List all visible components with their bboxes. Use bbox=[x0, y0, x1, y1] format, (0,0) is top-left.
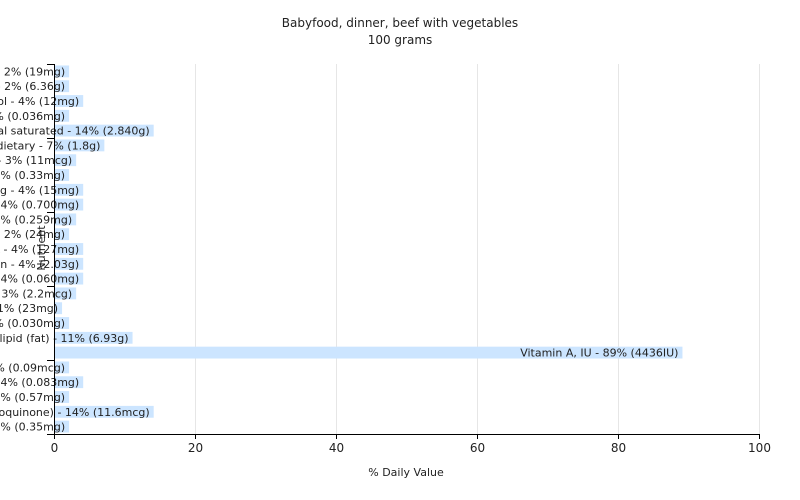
bar bbox=[55, 243, 84, 255]
bar-label: Vitamin A, IU - 89% (4436IU) bbox=[520, 347, 678, 360]
x-axis-label: % Daily Value bbox=[368, 466, 444, 479]
bar bbox=[55, 361, 70, 374]
axes-group: 0 20 40 60 80 100 bbox=[47, 64, 771, 455]
bar-label: Pantothenic acid - 3% (0.259mg) bbox=[0, 213, 72, 226]
bar-label: Fatty acids, total saturated - 14% (2.84… bbox=[0, 125, 150, 138]
grid-lines bbox=[195, 64, 760, 434]
bar-label: Cholesterol - 4% (12mg) bbox=[0, 95, 79, 108]
bar-label: Vitamin B-12 - 2% (0.09mcg) bbox=[0, 361, 65, 374]
bar bbox=[55, 154, 77, 167]
bar-label: Selenium, Se - 3% (2.2mcg) bbox=[0, 287, 72, 300]
bar-label: Magnesium, Mg - 4% (15mg) bbox=[0, 184, 79, 197]
bar-label: Iron, Fe - 2% (0.33mg) bbox=[0, 169, 65, 182]
bar bbox=[55, 420, 70, 433]
bar-label: Copper, Cu - 2% (0.036mg) bbox=[0, 110, 65, 123]
bar-label: Niacin - 4% (0.700mg) bbox=[0, 199, 79, 212]
bar-label: Vitamin E (alpha-tocopherol) - 2% (0.57m… bbox=[0, 391, 65, 404]
bar-label: Protein - 4% (2.03g) bbox=[0, 258, 79, 271]
bar bbox=[55, 287, 77, 300]
x-tick-label: 100 bbox=[748, 441, 771, 455]
bar-label: Phosphorus, P - 2% (24mg) bbox=[0, 228, 65, 241]
bar-label: Total lipid (fat) - 11% (6.93g) bbox=[0, 332, 129, 345]
bar bbox=[55, 95, 84, 107]
bar bbox=[55, 124, 154, 137]
bar-label: Carbohydrates - 2% (6.36g) bbox=[0, 80, 65, 93]
bar bbox=[55, 65, 70, 78]
x-tick-label: 0 bbox=[51, 441, 59, 455]
bar bbox=[55, 376, 84, 389]
bar-label: Potassium, K - 4% (127mg) bbox=[0, 243, 79, 256]
x-tick-label: 20 bbox=[188, 441, 203, 455]
bar bbox=[55, 272, 84, 285]
bar bbox=[55, 331, 133, 344]
bar-label: Thiamin - 2% (0.030mg) bbox=[0, 317, 65, 330]
bar-label: Zinc, Zn - 2% (0.35mg) bbox=[0, 421, 65, 434]
bar-label: Fiber, total dietary - 7% (1.8g) bbox=[0, 139, 100, 152]
bar-label: Riboflavin - 4% (0.060mg) bbox=[0, 273, 79, 286]
y-axis-label: Nutrient bbox=[35, 225, 48, 271]
bar bbox=[55, 139, 105, 152]
x-tick-label: 40 bbox=[329, 441, 344, 455]
bar bbox=[55, 80, 70, 93]
x-tick-label: 80 bbox=[611, 441, 626, 455]
bar bbox=[55, 302, 63, 315]
bar bbox=[55, 198, 84, 211]
chart-subtitle: 100 grams bbox=[368, 33, 433, 47]
bar bbox=[55, 183, 84, 196]
chart-title: Babyfood, dinner, beef with vegetables bbox=[282, 16, 518, 30]
bar bbox=[55, 405, 154, 418]
bar bbox=[55, 346, 683, 359]
bar bbox=[55, 228, 70, 241]
bar bbox=[55, 169, 70, 181]
bar-label: Folate, total - 3% (11mcg) bbox=[0, 154, 72, 167]
bars-group: Calcium, Ca - 2% (19mg) Carbohydrates - 2… bbox=[0, 65, 683, 434]
x-tick-label: 60 bbox=[470, 441, 485, 455]
bar bbox=[55, 257, 84, 270]
bar bbox=[55, 109, 70, 122]
bar-label: Calcium, Ca - 2% (19mg) bbox=[0, 65, 65, 78]
bar-label: Sodium, Na - 1% (23mg) bbox=[0, 302, 58, 315]
bar bbox=[55, 213, 77, 226]
bar bbox=[55, 391, 70, 403]
bar-label: Vitamin K (phylloquinone) - 14% (11.6mcg… bbox=[0, 406, 150, 419]
bar bbox=[55, 317, 70, 329]
bar-label: Vitamin B-6 - 4% (0.083mg) bbox=[0, 376, 79, 389]
